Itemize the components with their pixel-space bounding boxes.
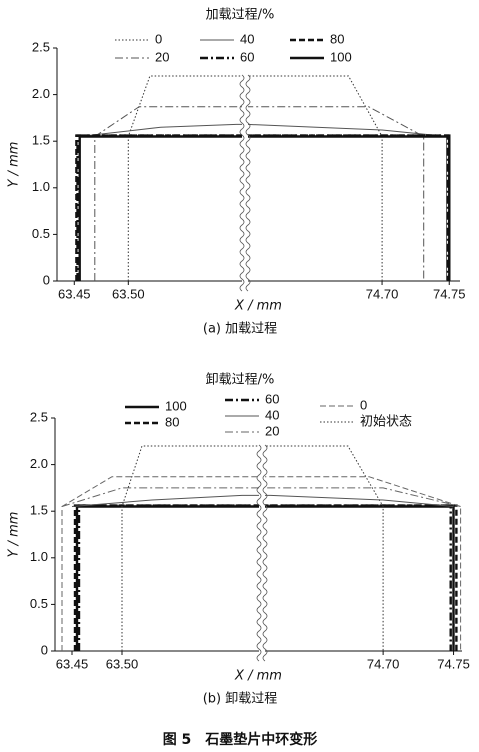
y-tick-label: 0 (41, 642, 48, 657)
series-line (71, 494, 454, 507)
series-line (75, 505, 455, 651)
y-tick-label: 2.0 (30, 456, 48, 471)
legend-label: 40 (240, 31, 254, 46)
caption: (a) 加载过程 (203, 322, 277, 337)
axis-break-gap (259, 445, 265, 657)
x-tick-label: 74.75 (437, 656, 470, 671)
legend-label: 0 (360, 397, 367, 412)
legend-label: 60 (265, 391, 279, 406)
series-line (78, 135, 451, 281)
y-tick-label: 1.0 (30, 549, 48, 564)
x-tick-label: 63.45 (58, 286, 91, 301)
series-line (121, 445, 384, 651)
series-line (79, 123, 448, 281)
series-line (61, 487, 461, 507)
x-tick-label: 63.50 (106, 656, 139, 671)
figure-caption: 图 5 石墨垫片中环变形 (163, 731, 318, 748)
legend-label: 100 (165, 398, 187, 413)
y-tick-label: 0.5 (30, 596, 48, 611)
x-axis-label: X / mm (234, 669, 282, 684)
series-line (73, 504, 458, 651)
axis-break-gap (242, 75, 248, 287)
y-tick-label: 2.5 (32, 39, 50, 54)
y-tick-label: 0 (43, 272, 50, 287)
axis-break-line (239, 74, 245, 292)
legend-label: 40 (265, 407, 279, 422)
legend-label: 100 (330, 49, 352, 64)
legend-label: 20 (265, 423, 279, 438)
axis-break-line (262, 444, 268, 662)
y-axis-label: Y / mm (7, 142, 22, 188)
legend-label: 80 (330, 31, 344, 46)
x-tick-label: 74.75 (433, 286, 466, 301)
axis-break-line (256, 444, 262, 662)
y-tick-label: 2.5 (30, 409, 48, 424)
x-tick-label: 63.45 (56, 656, 89, 671)
y-tick-label: 1.0 (32, 179, 50, 194)
series-line (76, 134, 450, 281)
legend-label: 20 (155, 49, 169, 64)
series-line (75, 134, 451, 281)
y-tick-label: 1.5 (32, 133, 50, 148)
x-tick-label: 74.70 (366, 286, 399, 301)
y-axis-label: Y / mm (7, 512, 22, 558)
y-tick-label: 1.5 (30, 503, 48, 518)
y-tick-label: 2.0 (32, 86, 50, 101)
legend-label: 初始状态 (360, 413, 412, 428)
legend-label: 0 (155, 31, 162, 46)
caption: (b) 卸载过程 (203, 691, 278, 707)
x-tick-label: 63.50 (112, 286, 145, 301)
series-line (94, 106, 425, 281)
series-line (61, 476, 462, 651)
y-tick-label: 0.5 (32, 226, 50, 241)
legend-title: 加载过程/% (206, 8, 275, 23)
legend-label: 80 (165, 414, 179, 429)
legend-label: 60 (240, 49, 254, 64)
x-axis-label: X / mm (234, 299, 282, 314)
legend-title: 卸载过程/% (206, 372, 275, 388)
axis-break-line (245, 74, 251, 292)
x-tick-label: 74.70 (367, 656, 400, 671)
